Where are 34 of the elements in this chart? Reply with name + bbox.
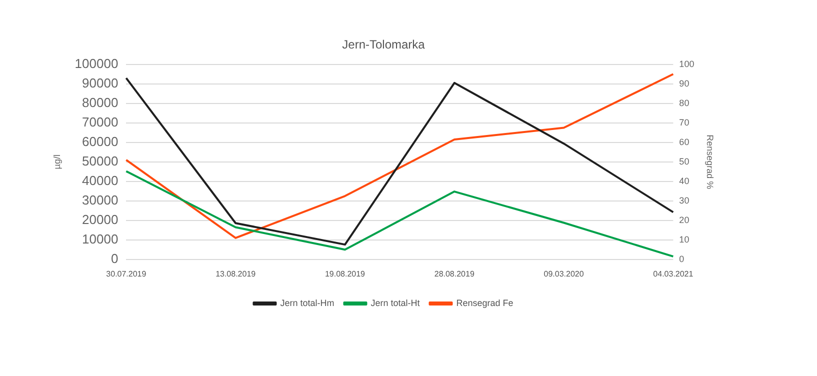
- chart-title: Jern-Tolomarka: [342, 38, 426, 52]
- y2-tick-label: 30: [679, 195, 690, 206]
- y2-tick-label: 60: [679, 136, 690, 147]
- y2-tick-label: 0: [679, 254, 684, 264]
- y-tick-label: 100000: [74, 56, 118, 71]
- y-tick-label: 0: [110, 250, 118, 266]
- y2-tick-label: 70: [679, 117, 690, 128]
- legend-label: Jern total-Hm: [280, 298, 334, 308]
- y-tick-label: 20000: [82, 212, 118, 227]
- y2-tick-label: 80: [679, 98, 690, 108]
- x-tick-label: 04.03.2021: [653, 269, 694, 278]
- y-axis-title: µg/l: [52, 154, 62, 170]
- y2-tick-label: 50: [679, 156, 690, 166]
- y2-axis-title: Rensegrad %: [705, 134, 716, 190]
- y-tick-label: 40000: [82, 172, 118, 188]
- y-tick-label: 10000: [82, 231, 118, 246]
- y2-tick-label: 100: [679, 58, 694, 69]
- x-tick-label: 30.07.2019: [106, 269, 147, 278]
- y2-tick-label: 10: [679, 234, 690, 244]
- y-tick-label: 50000: [82, 153, 118, 168]
- y2-tick-label: 20: [679, 214, 690, 225]
- legend-label: Jern total-Ht: [370, 298, 420, 308]
- x-tick-label: 13.08.2019: [216, 269, 256, 278]
- y-tick-label: 70000: [82, 114, 118, 130]
- legend-label: Rensegrad Fe: [456, 298, 514, 308]
- y-tick-label: 90000: [82, 75, 118, 90]
- y-tick-label: 80000: [82, 94, 118, 110]
- y2-tick-label: 90: [679, 78, 690, 88]
- y-tick-label: 60000: [82, 134, 118, 149]
- x-tick-label: 19.08.2019: [324, 269, 366, 278]
- x-tick-label: 28.08.2019: [434, 269, 475, 278]
- y-tick-label: 30000: [82, 192, 118, 208]
- x-tick-label: 09.03.2020: [544, 269, 584, 278]
- y2-tick-label: 40: [679, 176, 690, 186]
